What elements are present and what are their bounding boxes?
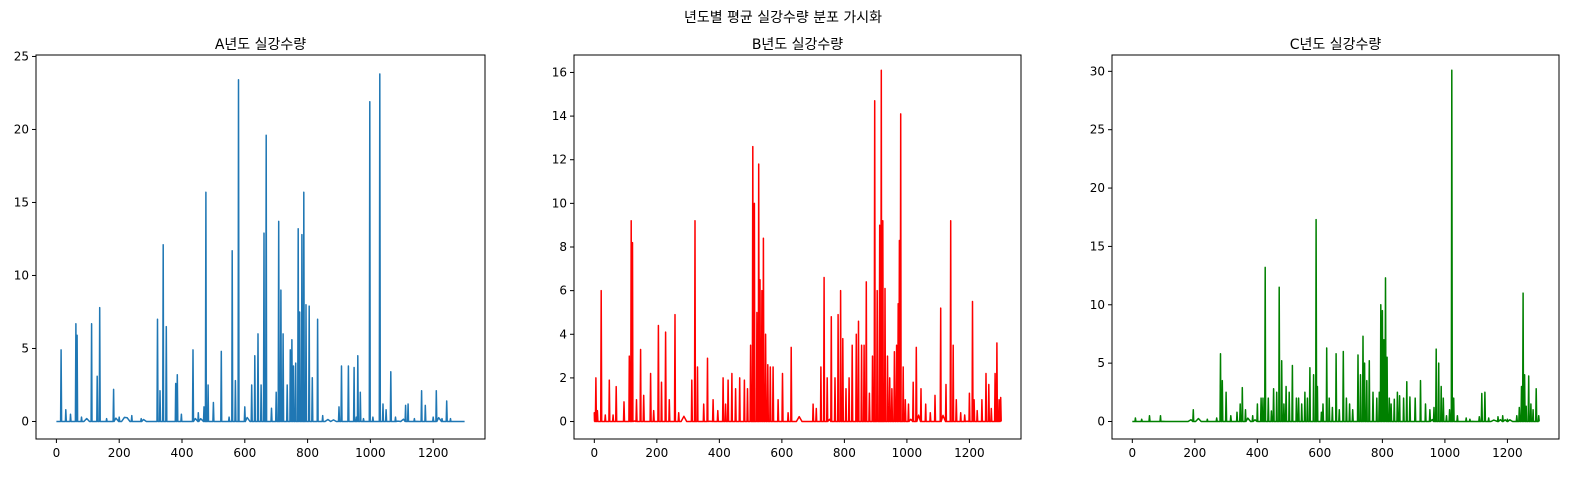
y-tick-label: 14 <box>552 109 567 123</box>
x-tick-label: 600 <box>770 446 793 460</box>
x-tick-label: 200 <box>1183 446 1206 460</box>
x-tick-label: 0 <box>1128 446 1136 460</box>
x-tick-label: 200 <box>645 446 668 460</box>
figure-suptitle: 년도별 평균 실강수량 분포 가시화 <box>684 10 882 26</box>
axes-frame <box>35 54 486 440</box>
y-tick-label: 4 <box>559 327 567 341</box>
y-tick-label: 20 <box>1090 181 1105 195</box>
axes-frame <box>1111 54 1560 440</box>
x-tick-label: 0 <box>53 446 61 460</box>
x-tick-label: 800 <box>296 446 319 460</box>
y-tick-label: 0 <box>1097 414 1105 428</box>
y-tick-label: 0 <box>21 414 29 428</box>
x-tick-label: 600 <box>1308 446 1331 460</box>
y-tick-label: 0 <box>559 415 567 429</box>
series-line <box>1132 69 1540 423</box>
subplot-title: C년도 실강수량 <box>1290 37 1382 53</box>
series-line <box>56 73 465 423</box>
y-tick-label: 10 <box>14 268 29 282</box>
y-tick-label: 8 <box>559 240 567 254</box>
subplot-title: A년도 실강수량 <box>215 37 306 53</box>
y-tick-label: 10 <box>1090 298 1105 312</box>
y-tick-label: 30 <box>1090 64 1105 78</box>
x-tick-label: 1000 <box>355 446 386 460</box>
x-tick-label: 800 <box>833 446 856 460</box>
y-tick-label: 15 <box>14 195 29 209</box>
y-tick-label: 16 <box>552 65 567 79</box>
x-tick-label: 600 <box>233 446 256 460</box>
x-tick-label: 800 <box>1371 446 1394 460</box>
x-tick-label: 400 <box>708 446 731 460</box>
x-tick-label: 1200 <box>954 446 985 460</box>
series-line <box>593 69 1002 423</box>
y-tick-label: 12 <box>552 153 567 167</box>
x-tick-label: 1200 <box>1492 446 1523 460</box>
subplot-title: B년도 실강수량 <box>752 37 843 53</box>
y-tick-label: 10 <box>552 196 567 210</box>
y-tick-label: 5 <box>1097 356 1105 370</box>
y-tick-label: 5 <box>21 341 29 355</box>
x-tick-label: 1000 <box>892 446 923 460</box>
y-tick-label: 20 <box>14 122 29 136</box>
y-tick-label: 2 <box>559 371 567 385</box>
x-tick-label: 400 <box>1246 446 1269 460</box>
subplot-3: C년도 실강수량 0 200 400 600 800 1000 1200 0 5 10 15 20 25 3… <box>1090 37 1560 460</box>
x-tick-label: 0 <box>590 446 598 460</box>
x-tick-label: 1200 <box>418 446 449 460</box>
y-tick-label: 25 <box>1090 123 1105 137</box>
y-tick-label: 25 <box>14 49 29 63</box>
subplot-1: A년도 실강수량 0 200 400 600 800 1000 1200 0 5 10 15 20 25 <box>14 37 486 460</box>
y-tick-label: 15 <box>1090 239 1105 253</box>
y-tick-label: 6 <box>559 284 567 298</box>
x-tick-label: 400 <box>171 446 194 460</box>
subplot-2: B년도 실강수량 0 200 400 600 800 1000 1200 0 2 4 6 8 10 12 14… <box>552 37 1022 460</box>
x-tick-label: 1000 <box>1430 446 1461 460</box>
x-tick-label: 200 <box>108 446 131 460</box>
